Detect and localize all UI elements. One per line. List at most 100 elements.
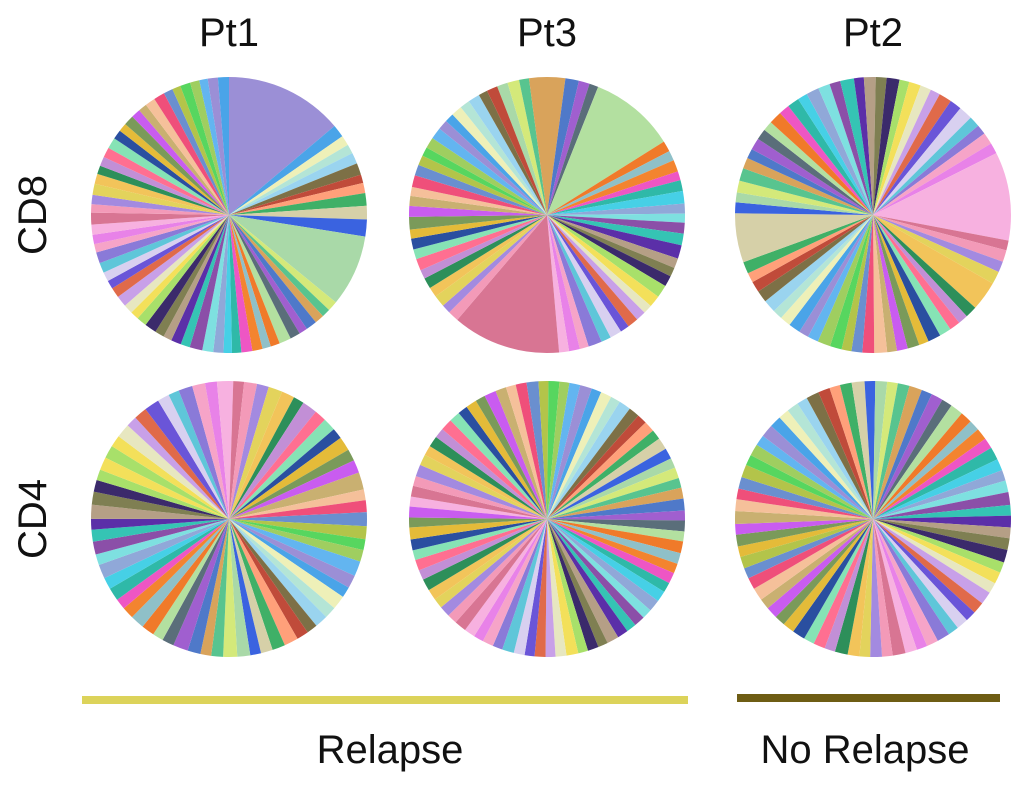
- column-title-pt3: Pt3: [517, 11, 577, 55]
- pie-slice: [736, 180, 873, 215]
- pie-slice: [229, 519, 298, 646]
- pie-slice: [442, 215, 547, 313]
- pie-slice: [171, 215, 229, 345]
- pie-slice: [95, 519, 230, 565]
- pie-slice: [779, 106, 873, 215]
- pie-slice: [440, 519, 547, 616]
- pie-slice: [91, 204, 230, 215]
- pie-slice: [547, 215, 675, 277]
- pie-slice: [229, 391, 295, 519]
- pie-slice: [873, 215, 929, 346]
- pie-slice: [229, 519, 317, 633]
- pie-slice: [873, 215, 941, 342]
- pie-slice: [168, 390, 229, 519]
- pie-slice: [420, 215, 547, 279]
- pie-slice: [163, 215, 229, 341]
- pie-slice: [873, 215, 951, 336]
- pie-slice: [547, 80, 590, 215]
- pie-slice: [744, 519, 873, 579]
- pie-slice: [765, 215, 873, 311]
- pie-slice: [229, 215, 316, 329]
- pie-slice: [547, 477, 682, 519]
- pie-slice: [513, 519, 547, 656]
- pie-slice: [117, 215, 229, 306]
- pie-slice: [229, 215, 336, 311]
- pie-slice: [873, 381, 898, 519]
- relapse-group-label: Relapse: [317, 728, 464, 772]
- pie-slice: [873, 385, 922, 519]
- pie-slice: [97, 165, 229, 215]
- pie-slice: [211, 519, 229, 657]
- pie-slice: [429, 437, 547, 519]
- pie-slice: [734, 510, 873, 524]
- pie-slice: [229, 215, 307, 334]
- pie-slice: [410, 186, 547, 215]
- pie-slice: [432, 128, 547, 215]
- pie-slice: [807, 215, 873, 342]
- pie-slice: [873, 85, 931, 215]
- pie-slice: [547, 519, 670, 592]
- pie-slice: [117, 519, 229, 609]
- no-relapse-group-label: No Relapse: [760, 728, 969, 772]
- pie-slice: [414, 164, 547, 215]
- pie-slice: [873, 215, 1009, 251]
- pie-slice: [743, 215, 873, 274]
- pie-slice: [547, 215, 589, 350]
- pie-slice: [118, 425, 229, 519]
- pie-slice: [873, 215, 898, 353]
- pie-slice: [94, 215, 229, 253]
- pie-slice: [547, 498, 685, 519]
- pie-slice: [409, 215, 547, 239]
- pie-slice: [547, 141, 670, 215]
- pie-slice: [547, 190, 685, 215]
- pie-slice: [863, 77, 876, 215]
- pie-slice: [229, 519, 355, 588]
- pie-slice: [773, 215, 873, 318]
- pie-slice: [229, 429, 341, 519]
- pie-slice: [420, 454, 547, 519]
- pie-slice: [756, 435, 873, 519]
- pie-slice: [547, 519, 599, 651]
- pie-slice: [818, 388, 873, 519]
- pie-slice: [229, 419, 334, 519]
- pie-slice: [547, 215, 678, 269]
- pie-slice: [547, 215, 638, 327]
- pie-slice: [761, 519, 873, 609]
- pie-slice: [93, 480, 229, 519]
- pie-slice: [859, 519, 873, 657]
- pie-slice: [764, 122, 873, 215]
- pie-slice: [229, 489, 366, 519]
- pie-slice: [411, 175, 547, 215]
- pie-slice: [409, 506, 547, 519]
- pie-slice: [873, 94, 951, 215]
- pie-slice: [829, 385, 873, 519]
- pie-cd8-pt2: [734, 77, 1012, 353]
- pie-slice: [738, 477, 873, 519]
- pie-slice: [229, 519, 366, 551]
- pie-slice: [466, 400, 547, 519]
- pie-slice: [873, 389, 932, 519]
- pie-slice: [426, 138, 547, 215]
- pie-slice: [762, 425, 873, 519]
- pie-slice: [114, 130, 229, 215]
- pie-slice: [873, 519, 949, 641]
- pie-slice: [873, 399, 952, 519]
- pie-charts: [90, 77, 1012, 657]
- pie-slice: [873, 519, 967, 628]
- pie-slice: [547, 519, 674, 584]
- pie-slice: [873, 108, 971, 215]
- pie-slice: [172, 85, 229, 216]
- pie-slice: [90, 518, 229, 530]
- pie-slice: [743, 158, 873, 215]
- pie-slice: [229, 144, 353, 215]
- pie-slice: [482, 519, 547, 646]
- pie-slice: [100, 457, 229, 519]
- pie-slice: [200, 519, 229, 656]
- pie-slice: [873, 519, 917, 654]
- pie-slice: [229, 215, 242, 353]
- pie-slice: [873, 429, 986, 519]
- pie-slice: [748, 519, 873, 589]
- pie-slice: [119, 124, 229, 215]
- pie-slice: [107, 215, 229, 289]
- pie-slice: [515, 382, 547, 519]
